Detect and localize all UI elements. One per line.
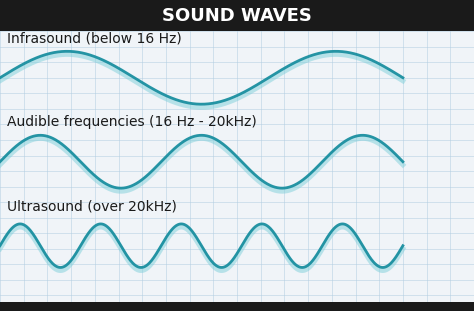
Text: Audible frequencies (16 Hz - 20kHz): Audible frequencies (16 Hz - 20kHz) bbox=[7, 115, 257, 129]
FancyBboxPatch shape bbox=[0, 0, 474, 31]
Text: SOUND WAVES: SOUND WAVES bbox=[162, 7, 312, 25]
Text: Ultrasound (over 20kHz): Ultrasound (over 20kHz) bbox=[7, 199, 177, 213]
FancyBboxPatch shape bbox=[0, 302, 474, 311]
Text: Infrasound (below 16 Hz): Infrasound (below 16 Hz) bbox=[7, 31, 182, 45]
